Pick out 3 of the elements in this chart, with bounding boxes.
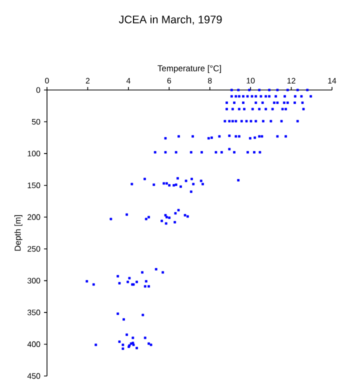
chart-title: JCEA in March, 1979 [118, 15, 222, 25]
x-axis-title: Temperature [°C] [158, 65, 221, 73]
y-axis-title: Depth [m] [14, 215, 22, 251]
